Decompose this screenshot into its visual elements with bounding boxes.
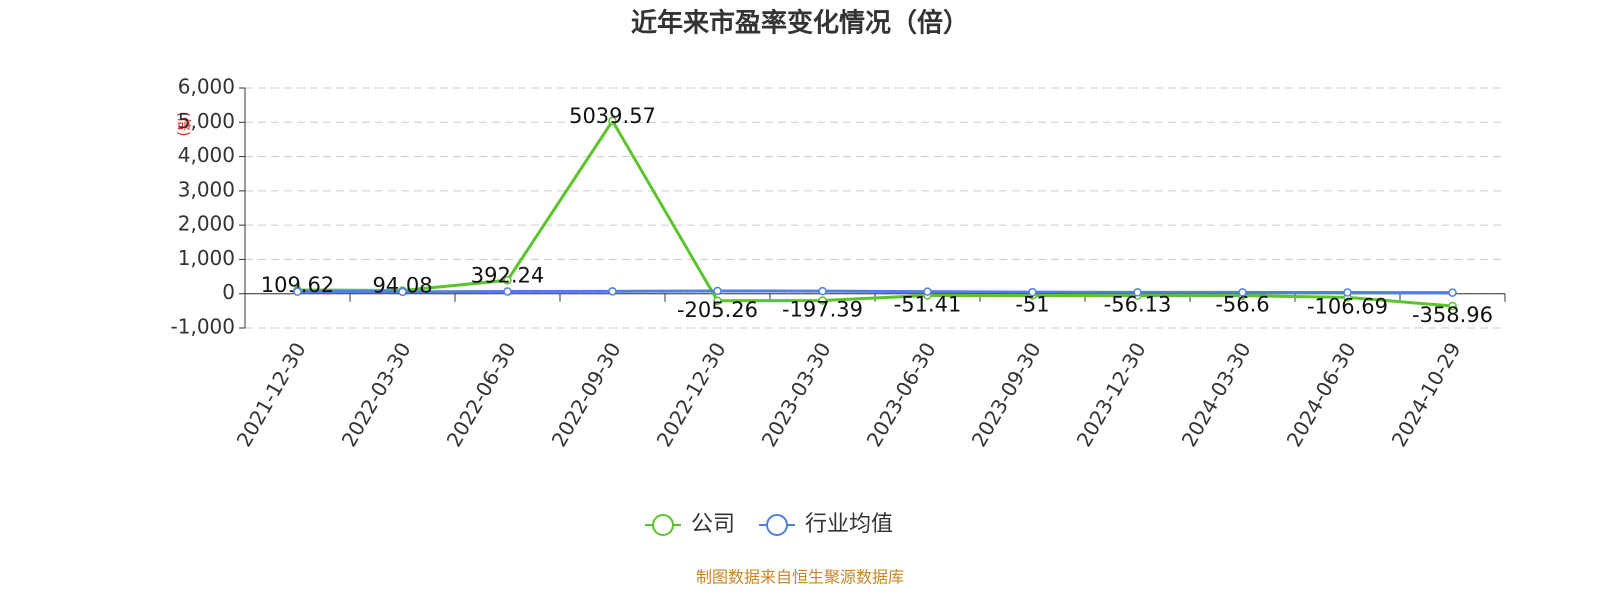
x-tick-label: 2024-03-30 (1177, 338, 1256, 451)
point (1133, 288, 1142, 297)
x-tick-label: 2023-06-30 (862, 338, 941, 451)
point (1448, 288, 1457, 297)
value-label: 392.24 (471, 263, 544, 287)
point (1238, 288, 1247, 297)
point (293, 287, 302, 296)
point (1343, 288, 1352, 297)
value-label: -358.96 (1412, 303, 1493, 327)
series-line (297, 289, 1453, 295)
x-tick-label: 2024-10-29 (1387, 338, 1466, 451)
series-line (297, 118, 1453, 308)
legend-item: 行业均值 (759, 512, 893, 537)
point (503, 276, 512, 285)
x-tick-label: 2023-09-30 (967, 338, 1046, 451)
value-label: -51.41 (894, 292, 962, 316)
x-tick-label: 2022-06-30 (442, 338, 521, 451)
point (1028, 287, 1037, 297)
x-tick-label: 2023-12-30 (1072, 338, 1151, 451)
y-axis-label: (倍) (175, 112, 191, 137)
legend-label: 公司 (691, 512, 735, 537)
legend-label: 行业均值 (805, 512, 893, 537)
point (923, 287, 932, 296)
point (713, 296, 722, 306)
value-label: -51 (1015, 292, 1049, 316)
y-tick-label: 5,000 (178, 109, 235, 133)
point (1448, 301, 1457, 311)
y-tick-label: 0 (222, 280, 235, 304)
legend-symbol (652, 514, 674, 536)
y-tick-label: 3,000 (178, 177, 235, 201)
point (818, 286, 827, 296)
value-label: -197.39 (782, 297, 863, 321)
point (818, 296, 827, 305)
value-label: -56.13 (1104, 293, 1172, 317)
point (713, 286, 722, 296)
legend-item: 公司 (645, 512, 735, 537)
point (608, 287, 617, 296)
y-tick-label: 4,000 (178, 143, 235, 167)
value-label: 5039.57 (569, 104, 656, 128)
chart-title: 近年来市盈率变化情况（倍） (631, 8, 969, 39)
value-label: -106.69 (1307, 294, 1388, 318)
x-tick-label: 2023-03-30 (757, 338, 836, 451)
point (398, 287, 407, 297)
legend-symbol (766, 514, 789, 536)
source-note: 制图数据来自恒生聚源数据库 (696, 568, 904, 587)
point (608, 116, 617, 126)
x-tick-label: 2022-03-30 (337, 338, 416, 451)
x-tick-label: 2021-12-30 (232, 338, 311, 451)
x-tick-label: 2024-06-30 (1282, 338, 1361, 451)
y-tick-label: -1,000 (171, 315, 235, 339)
value-label: -205.26 (677, 298, 758, 322)
y-tick-label: 1,000 (178, 246, 235, 270)
point (503, 287, 512, 296)
x-tick-label: 2022-12-30 (652, 338, 731, 451)
y-tick-label: 6,000 (178, 75, 235, 99)
x-tick-label: 2022-09-30 (547, 338, 626, 451)
y-tick-label: 2,000 (178, 212, 235, 236)
